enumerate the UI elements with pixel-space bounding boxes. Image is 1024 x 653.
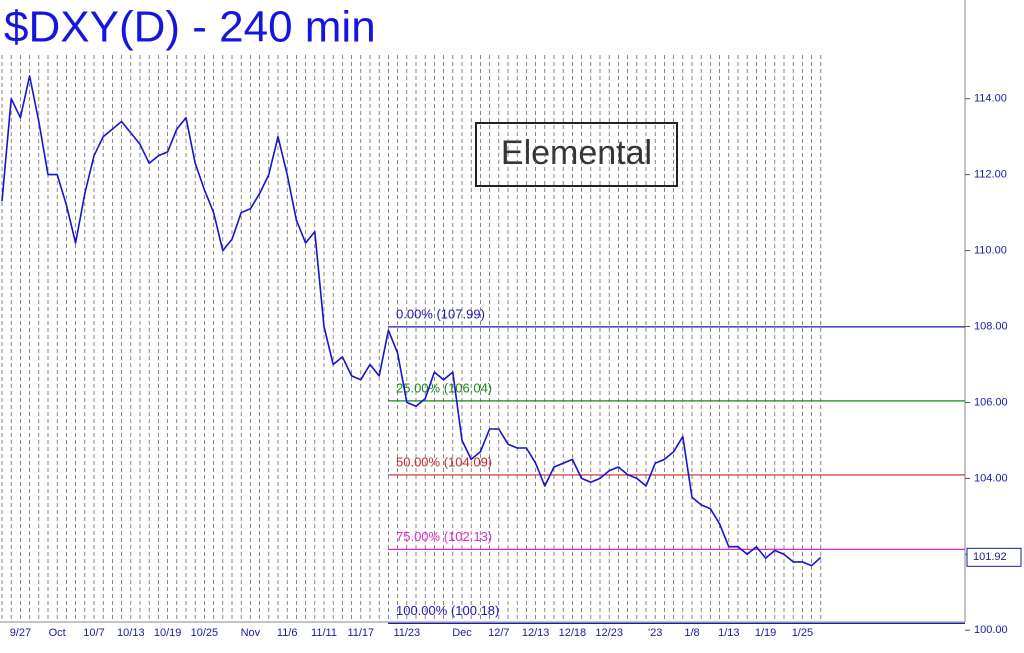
x-tick-label: 1/19: [755, 627, 776, 639]
x-tick-label: 1/8: [684, 627, 699, 639]
last-price-label: 101.92: [973, 551, 1007, 563]
x-tick-label: 10/7: [83, 627, 104, 639]
y-tick-label: 104.00: [974, 472, 1008, 484]
x-tick-label: 1/25: [792, 627, 813, 639]
y-tick-label: 112.00: [974, 169, 1007, 181]
x-tick-label: 10/19: [154, 627, 182, 639]
y-tick-label: 106.00: [974, 396, 1008, 408]
x-tick-label: 12/7: [488, 627, 509, 639]
level-label: 100.00% (100.18): [396, 603, 499, 618]
y-tick-label: 100.00: [974, 624, 1008, 636]
y-tick-label: 110.00: [974, 244, 1007, 256]
x-tick-label: '23: [648, 627, 662, 639]
x-tick-label: Nov: [241, 627, 261, 639]
x-tick-label: 11/11: [311, 627, 337, 639]
annotation-box: [475, 122, 678, 187]
last-price-box: [966, 547, 1022, 567]
x-tick-label: 10/13: [117, 627, 145, 639]
y-tick-label: 114.00: [974, 93, 1007, 105]
chart-title: $DXY(D) - 240 min: [4, 3, 376, 52]
x-tick-label: 9/27: [10, 627, 31, 639]
level-label: 0.00% (107.99): [396, 306, 485, 321]
x-tick-label: 1/13: [718, 627, 739, 639]
level-label: 50.00% (104.09): [396, 454, 492, 469]
x-tick-label: 12/18: [559, 627, 587, 639]
x-tick-label: 11/6: [277, 627, 298, 639]
annotation-text: Elemental: [501, 134, 652, 172]
price-line: [1, 75, 822, 567]
x-tick-label: Dec: [452, 627, 472, 639]
x-tick-label: 11/17: [347, 627, 374, 639]
x-tick-label: 11/23: [393, 627, 420, 639]
y-tick-label: 108.00: [974, 320, 1008, 332]
level-label: 25.00% (106.04): [396, 380, 492, 395]
x-tick-label: 12/23: [595, 627, 623, 639]
level-label: 75.00% (102.13): [396, 529, 492, 544]
x-tick-label: 10/25: [191, 627, 219, 639]
x-tick-label: 12/13: [522, 627, 550, 639]
x-tick-label: Oct: [49, 627, 66, 639]
